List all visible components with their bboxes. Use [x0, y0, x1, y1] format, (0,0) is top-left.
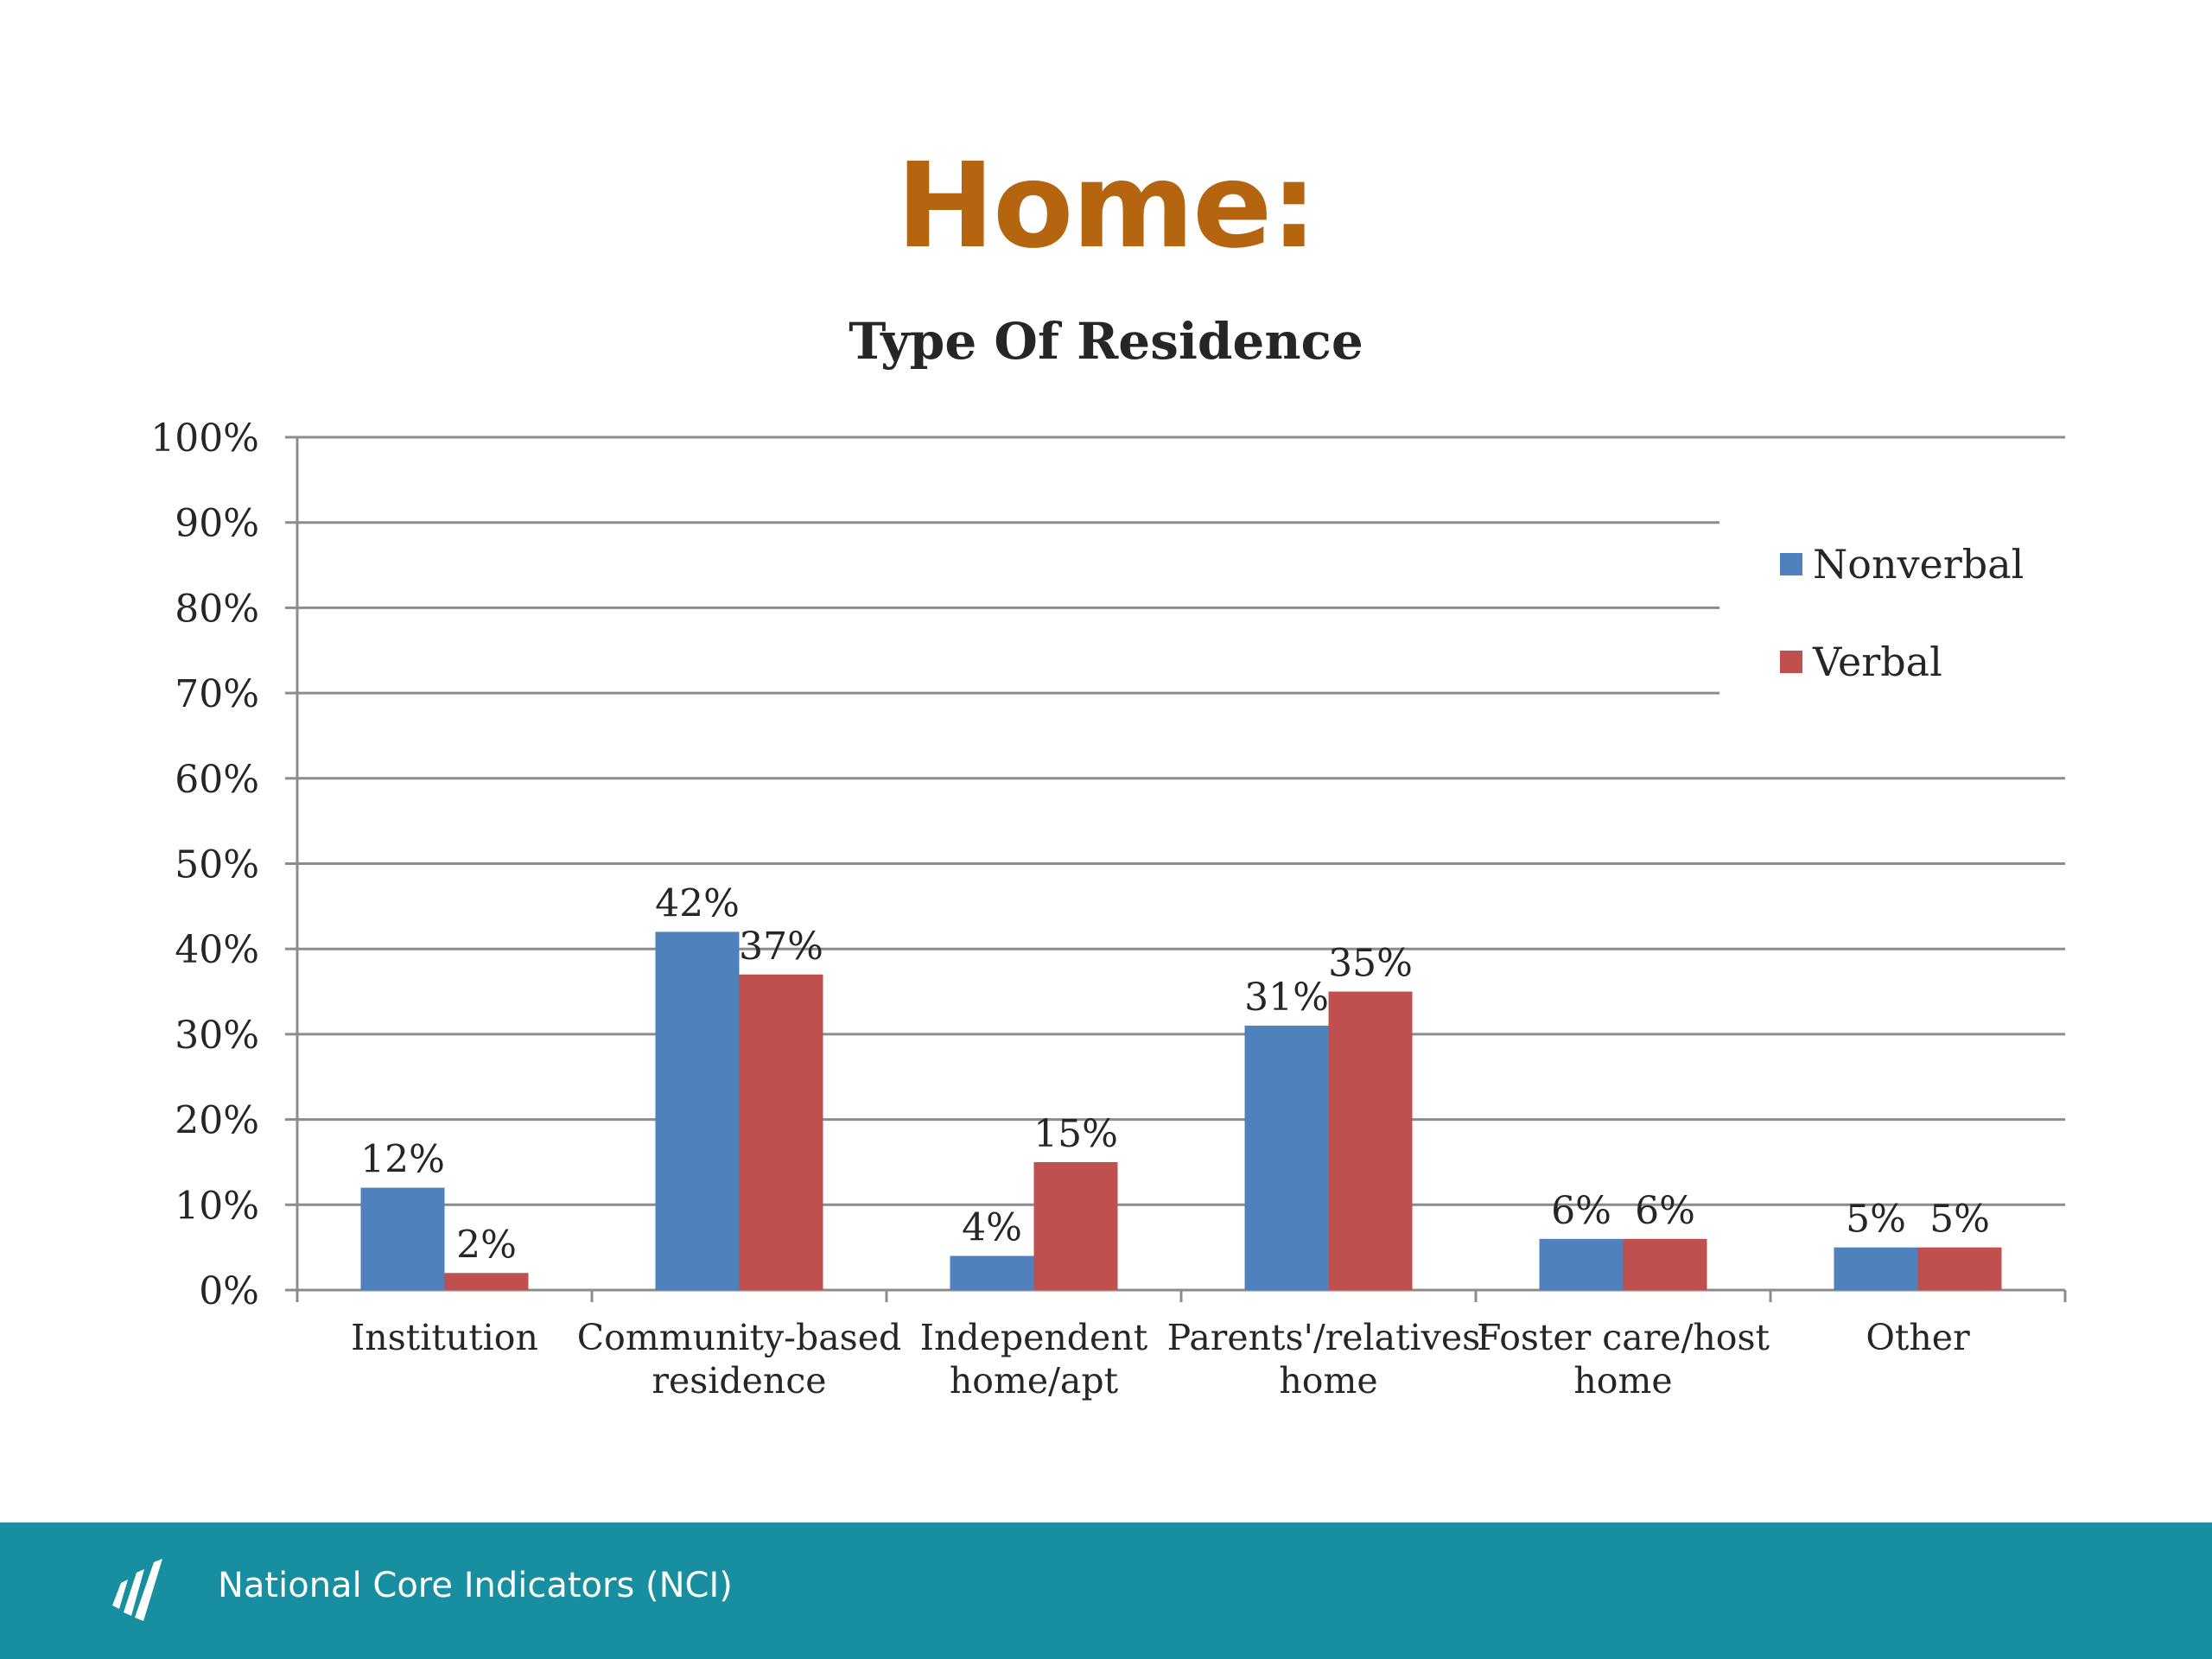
legend-label-verbal: Verbal [1812, 639, 1942, 685]
data-label: 2% [456, 1223, 517, 1267]
y-tick-label: 30% [175, 1014, 259, 1058]
legend-label-nonverbal: Nonverbal [1813, 541, 2024, 588]
bar-verbal-4 [1623, 1238, 1707, 1290]
y-tick-label: 40% [175, 928, 259, 972]
data-label: 42% [655, 881, 740, 925]
nci-logo-icon [112, 1559, 162, 1621]
data-label: 6% [1635, 1189, 1695, 1233]
footer-text: National Core Indicators (NCI) [218, 1566, 733, 1605]
data-label: 6% [1551, 1189, 1611, 1233]
data-label: 35% [1328, 942, 1413, 986]
data-label: 5% [1929, 1198, 1990, 1242]
y-tick-label: 60% [175, 758, 259, 802]
bar-nonverbal-2 [950, 1255, 1034, 1290]
y-tick-label: 0% [199, 1269, 259, 1313]
data-label: 12% [360, 1138, 445, 1182]
slide-title: Home: [896, 138, 1318, 275]
data-label: 37% [739, 925, 823, 969]
bar-nonverbal-3 [1244, 1026, 1329, 1290]
bar-verbal-0 [444, 1273, 529, 1290]
legend-swatch-nonverbal [1780, 553, 1802, 575]
x-category-label: Other [1866, 1317, 1970, 1358]
x-category-label: Community-based [577, 1317, 901, 1358]
y-tick-label: 50% [175, 843, 259, 887]
data-label: 4% [962, 1206, 1022, 1250]
data-label: 15% [1033, 1112, 1118, 1156]
data-label: 5% [1846, 1198, 1906, 1242]
x-category-label: home/apt [950, 1360, 1119, 1402]
x-category-label: Parents'/relatives' [1167, 1317, 1491, 1358]
bar-nonverbal-0 [360, 1187, 445, 1290]
bar-verbal-5 [1917, 1247, 2002, 1290]
bar-verbal-1 [739, 974, 823, 1290]
bar-nonverbal-5 [1834, 1247, 1918, 1290]
data-label: 31% [1244, 976, 1329, 1020]
bar-verbal-2 [1033, 1161, 1118, 1290]
x-category-label: residence [652, 1360, 826, 1402]
y-tick-label: 80% [175, 587, 259, 631]
x-category-label: home [1573, 1360, 1672, 1402]
bar-nonverbal-4 [1539, 1238, 1624, 1290]
y-tick-label: 70% [175, 672, 259, 716]
x-category-label: home [1279, 1360, 1377, 1402]
bar-nonverbal-1 [655, 931, 740, 1290]
footer-band: National Core Indicators (NCI) [0, 1522, 2212, 1659]
chart: Type Of Residence 0% 10% 20% 30% 40% 50% 60% 70%… [150, 312, 2067, 1402]
legend-swatch-verbal [1780, 651, 1802, 673]
x-category-label: Independent [920, 1317, 1148, 1358]
x-category-label: Foster care/host [1477, 1317, 1770, 1358]
y-tick-label: 20% [175, 1099, 259, 1143]
bar-verbal-3 [1328, 991, 1413, 1290]
chart-title: Type Of Residence [849, 312, 1363, 371]
y-tick-label: 100% [150, 416, 259, 461]
x-category-label: Institution [351, 1317, 538, 1358]
y-tick-label: 10% [175, 1184, 259, 1228]
y-tick-label: 90% [175, 502, 259, 546]
